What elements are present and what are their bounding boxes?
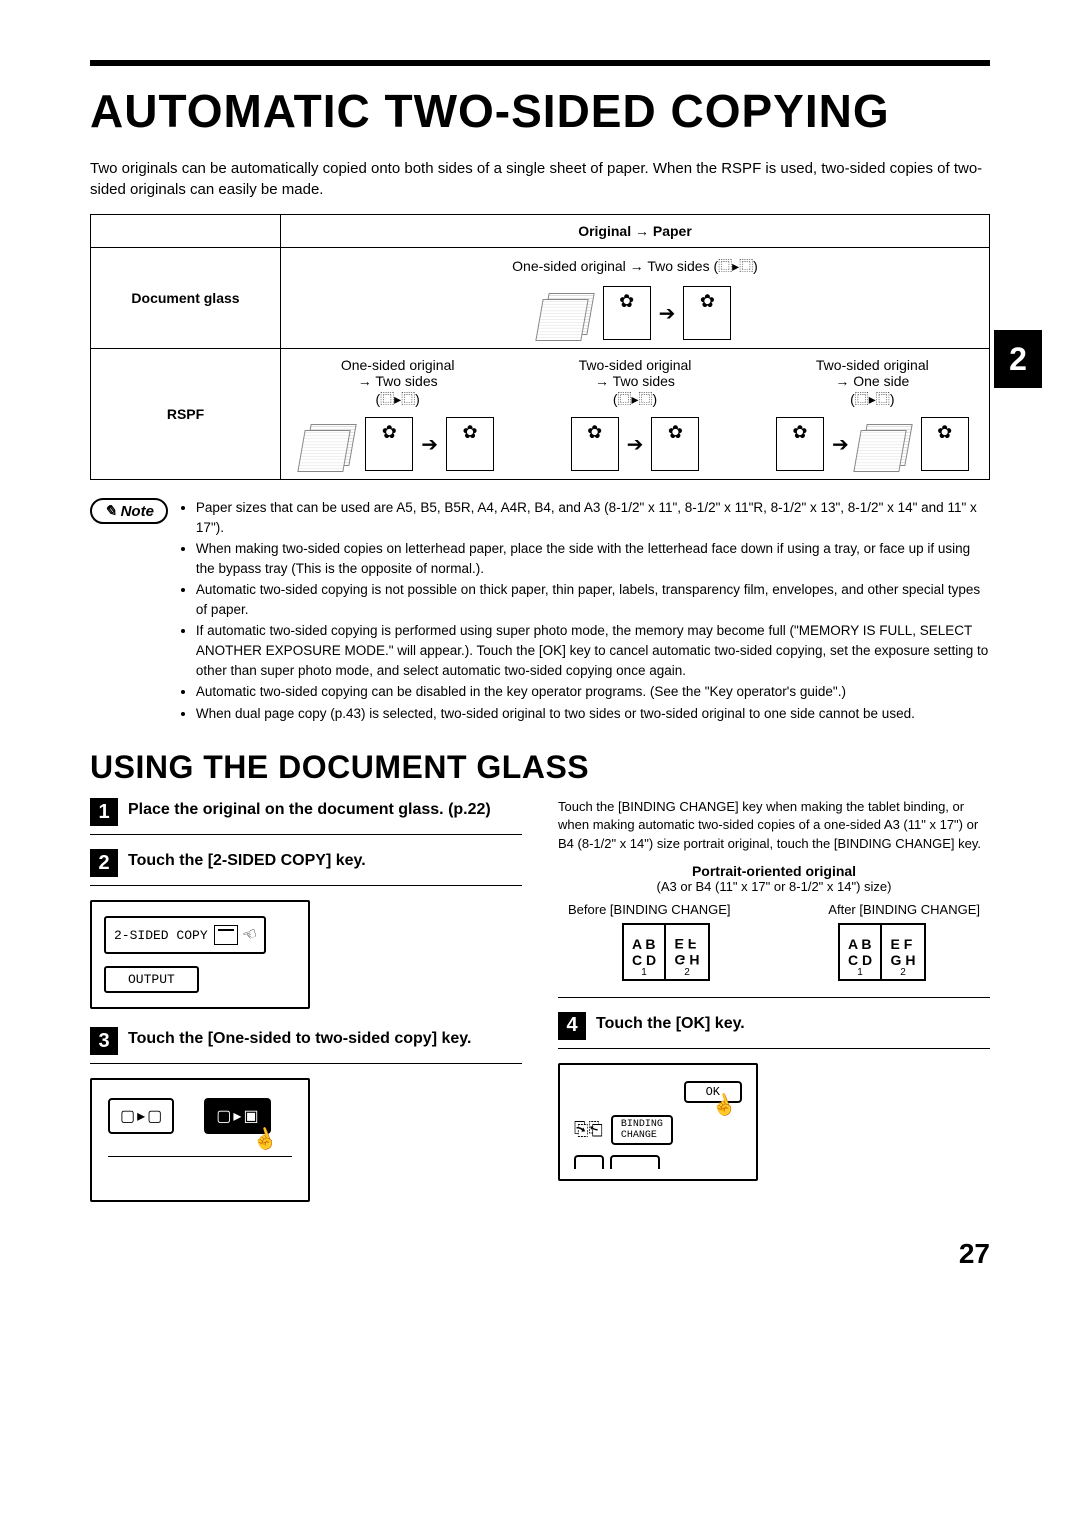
bc-title: Portrait-oriented original: [558, 863, 990, 879]
bc-before-label: Before [BINDING CHANGE]: [568, 902, 731, 917]
mode-1: One-sided original → Two sides (⿴▸⿴) ➔: [291, 357, 504, 471]
right-column: Touch the [BINDING CHANGE] key when maki…: [558, 798, 990, 1202]
binding-icon: ⎘⎗: [574, 1119, 603, 1140]
page-title: AUTOMATIC TWO-SIDED COPYING: [90, 84, 990, 138]
two-sided-copy-button[interactable]: 2-SIDED COPY ☜: [104, 916, 266, 954]
left-column: 1 Place the original on the document gla…: [90, 798, 522, 1202]
note-item: Paper sizes that can be used are A5, B5,…: [196, 498, 990, 537]
chapter-tab: 2: [994, 330, 1042, 388]
bc-diagram: A BC D1 G HE F2 A BC D1 E FG H2: [558, 923, 990, 981]
step-1: 1 Place the original on the document gla…: [90, 798, 522, 826]
row1-label: Document glass: [91, 248, 281, 349]
hand-icon: ☜: [240, 921, 260, 950]
col-header: Original → Paper: [281, 215, 990, 248]
note-item: When making two-sided copies on letterhe…: [196, 539, 990, 578]
mode-3: Two-sided original → One side (⿴▸⿴) ➔: [766, 357, 979, 471]
page-number: 27: [90, 1238, 990, 1270]
note-badge: ✎ Note: [90, 498, 168, 524]
output-button[interactable]: OUTPUT: [104, 966, 199, 993]
stepnum-2: 2: [90, 849, 118, 877]
step-3: 3 Touch the [One-sided to two-sided copy…: [90, 1027, 522, 1055]
pencil-icon: ✎: [104, 502, 117, 520]
stepnum-1: 1: [90, 798, 118, 826]
note-item: Automatic two-sided copying is not possi…: [196, 580, 990, 619]
note-item: Automatic two-sided copying can be disab…: [196, 682, 990, 702]
step-2: 2 Touch the [2-SIDED COPY] key.: [90, 849, 522, 877]
panel-step3: ▢▸▢ ▢▸▣ ☝: [90, 1078, 310, 1202]
one-to-one-button[interactable]: ▢▸▢: [108, 1098, 174, 1134]
note-list: Paper sizes that can be used are A5, B5,…: [182, 498, 990, 725]
stepnum-4: 4: [558, 1012, 586, 1040]
row1-text: One-sided original → Two sides (⿴▸⿴): [291, 256, 979, 276]
rule: [90, 60, 990, 66]
binding-change-button[interactable]: BINDINGCHANGE: [611, 1115, 673, 1145]
step4-text: Touch the [OK] key.: [596, 1012, 745, 1040]
mode-2: Two-sided original → Two sides (⿴▸⿴) ➔: [528, 357, 741, 471]
note-block: ✎ Note Paper sizes that can be used are …: [90, 498, 990, 725]
note-item: If automatic two-sided copying is perfor…: [196, 621, 990, 680]
panel-step4: OK ☝ ⎘⎗ BINDINGCHANGE: [558, 1063, 758, 1181]
doc-icon: [214, 925, 238, 945]
row2-label: RSPF: [91, 349, 281, 480]
booklet-before: A BC D1 G HE F2: [622, 923, 710, 981]
step1-text: Place the original on the document glass…: [128, 798, 491, 826]
binding-tip: Touch the [BINDING CHANGE] key when maki…: [558, 798, 990, 853]
step2-text: Touch the [2-SIDED COPY] key.: [128, 849, 366, 877]
note-item: When dual page copy (p.43) is selected, …: [196, 704, 990, 724]
step3-text: Touch the [One-sided to two-sided copy] …: [128, 1027, 471, 1055]
modes-table: Original → Paper Document glass One-side…: [90, 214, 990, 480]
row1-diagram: ➔: [291, 286, 979, 340]
step-4: 4 Touch the [OK] key.: [558, 1012, 990, 1040]
panel-step2: 2-SIDED COPY ☜ OUTPUT: [90, 900, 310, 1009]
booklet-after: A BC D1 E FG H2: [838, 923, 926, 981]
bc-after-label: After [BINDING CHANGE]: [828, 902, 980, 917]
section-title: USING THE DOCUMENT GLASS: [90, 749, 990, 786]
bc-sub: (A3 or B4 (11" x 17" or 8-1/2" x 14") si…: [558, 879, 990, 894]
intro-text: Two originals can be automatically copie…: [90, 158, 990, 200]
stepnum-3: 3: [90, 1027, 118, 1055]
